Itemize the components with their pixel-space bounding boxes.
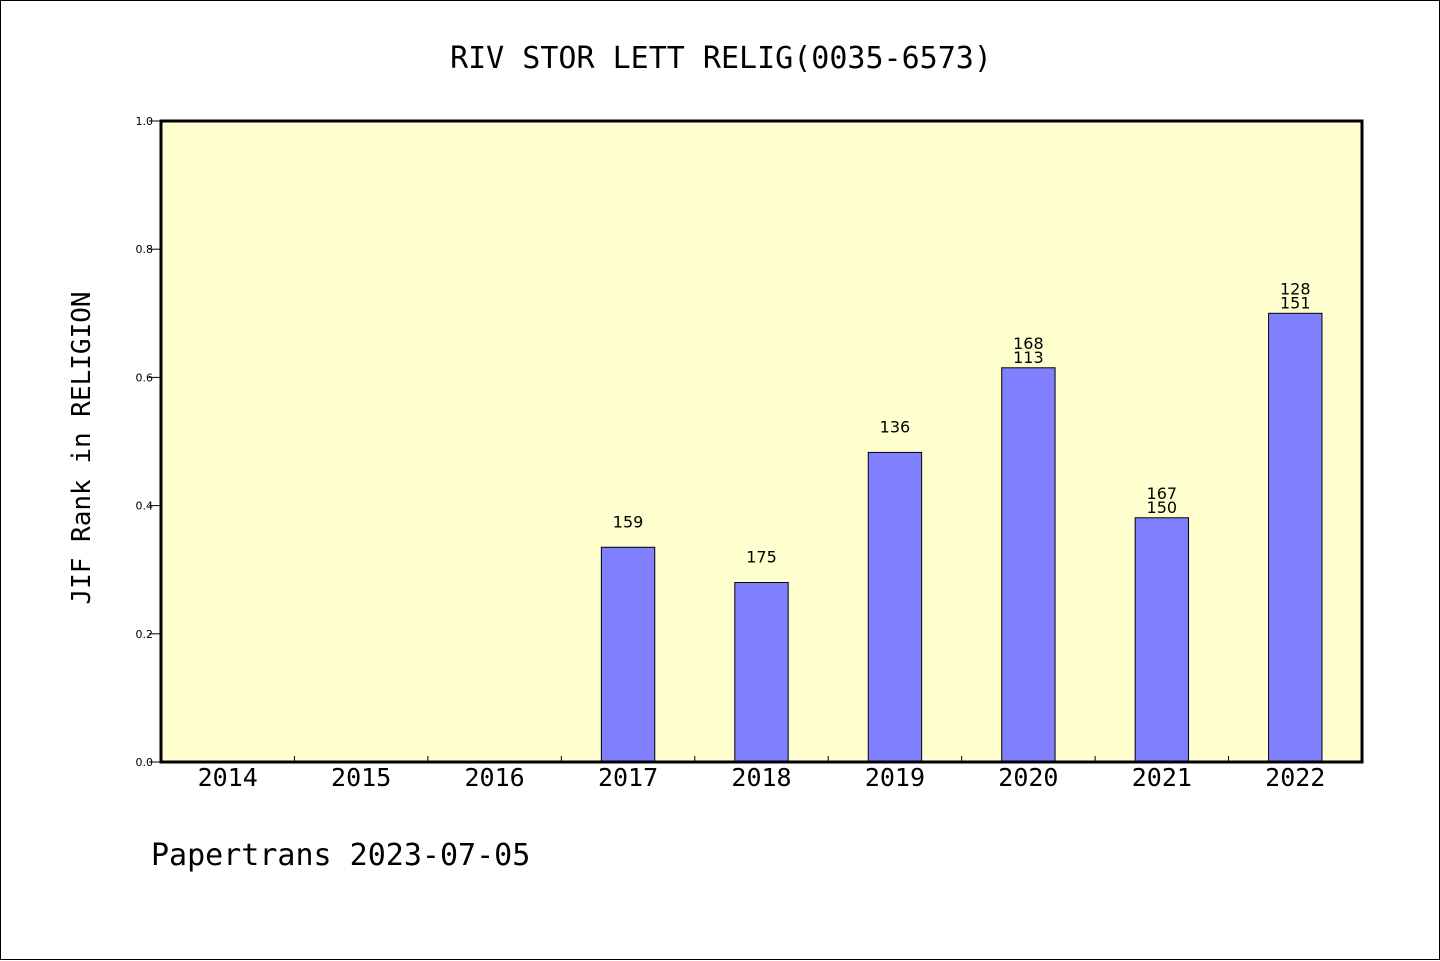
x-tick-label: 2018 <box>731 763 791 792</box>
x-tick-label: 2015 <box>331 763 391 792</box>
data-label: 159 <box>613 512 644 531</box>
y-tick-label: 1.0 <box>136 115 154 128</box>
y-tick-label: 0.2 <box>136 628 154 641</box>
bars <box>600 312 1323 763</box>
x-tick-label: 2016 <box>465 763 525 792</box>
data-label: 128 <box>1280 279 1311 298</box>
y-tick-label: 0.4 <box>136 500 154 513</box>
data-label: 150 <box>1147 498 1178 517</box>
x-tick-label: 2021 <box>1132 763 1192 792</box>
plot-border <box>159 119 1364 764</box>
x-tick-label: 2022 <box>1265 763 1325 792</box>
bar-2022 <box>1268 312 1323 763</box>
bar-2017 <box>600 546 656 763</box>
y-axis-label: JIF Rank in RELIGION <box>67 291 97 604</box>
y-tick-label: 0.0 <box>136 756 154 769</box>
footer-text: Papertrans 2023-07-05 <box>151 838 530 873</box>
bar-2018 <box>734 582 789 763</box>
data-label: 113 <box>1013 348 1044 367</box>
x-tick-label: 2017 <box>598 763 658 792</box>
x-axis-ticks: 2014 2015 2016 2017 2018 2019 2020 2021 2022 <box>198 756 1325 792</box>
data-label: 151 <box>1280 293 1311 312</box>
bar-2021 <box>1134 517 1190 763</box>
x-tick-label: 2019 <box>865 763 925 792</box>
y-tick-label: 0.6 <box>136 371 154 384</box>
chart-title: RIV STOR LETT RELIG(0035-6573) <box>450 41 992 76</box>
y-axis-ticks: 0.0 0.2 0.4 0.6 0.8 1.0 <box>136 115 161 769</box>
data-label: 167 <box>1147 484 1178 503</box>
data-label: 136 <box>880 417 911 436</box>
data-label: 175 <box>746 548 777 567</box>
data-label: 168 <box>1013 334 1044 353</box>
y-tick-label: 0.8 <box>136 243 154 256</box>
bar-2019 <box>867 451 923 763</box>
x-tick-label: 2020 <box>998 763 1058 792</box>
bar-2020 <box>1001 367 1056 763</box>
x-tick-label: 2014 <box>198 763 258 792</box>
